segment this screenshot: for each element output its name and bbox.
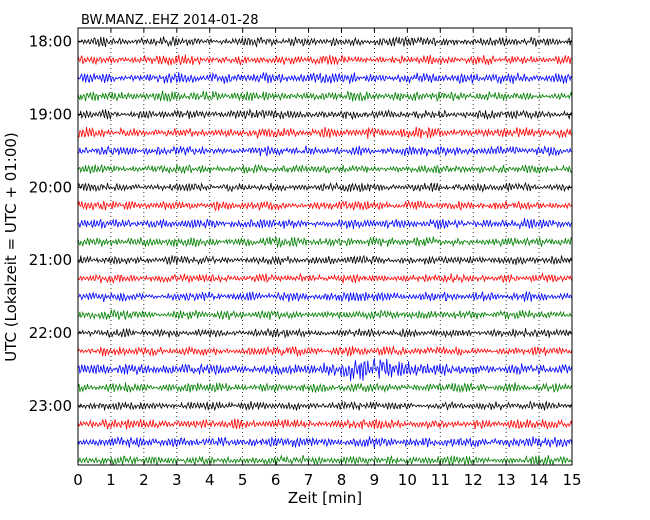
y-tick-label-18:00: 18:00	[29, 33, 72, 51]
trace-2015	[77, 199, 573, 212]
x-tick-label-13: 13	[497, 471, 516, 489]
y-tick-label-23:00: 23:00	[29, 397, 72, 415]
plot-frame	[77, 27, 573, 466]
x-tick-label-2: 2	[139, 471, 149, 489]
trace-2130	[77, 290, 573, 303]
x-tick-label-9: 9	[370, 471, 380, 489]
trace-2230	[77, 358, 573, 381]
trace-1900	[77, 108, 573, 121]
trace-2245	[77, 382, 573, 394]
trace-2330	[77, 435, 573, 448]
y-tick-label-20:00: 20:00	[29, 178, 72, 196]
x-tick-label-3: 3	[172, 471, 182, 489]
x-tick-label-4: 4	[205, 471, 215, 489]
trace-1800	[77, 36, 573, 48]
trace-1930	[77, 145, 573, 158]
trace-2115	[77, 272, 573, 285]
x-tick-label-15: 15	[562, 471, 581, 489]
trace-2030	[77, 218, 573, 230]
trace-2100	[77, 254, 573, 266]
trace-2045	[77, 236, 573, 248]
chart-title: BW.MANZ..EHZ 2014-01-28	[81, 13, 259, 28]
trace-2315	[77, 418, 573, 430]
trace-2200	[77, 327, 573, 339]
x-tick-label-11: 11	[431, 471, 450, 489]
trace-1845	[77, 90, 573, 103]
trace-1945	[77, 163, 573, 175]
x-tick-label-0: 0	[73, 471, 83, 489]
trace-2000	[77, 181, 573, 193]
y-axis-label: UTC (Lokalzeit = UTC + 01:00)	[2, 132, 20, 362]
trace-2215	[77, 345, 573, 357]
x-tick-label-7: 7	[304, 471, 314, 489]
y-tick-label-22:00: 22:00	[29, 324, 72, 342]
trace-1915	[77, 126, 573, 139]
grid-lines	[110, 28, 540, 465]
trace-2145	[77, 308, 573, 321]
x-tick-label-1: 1	[106, 471, 116, 489]
y-tick-label-21:00: 21:00	[29, 251, 72, 269]
trace-1830	[77, 71, 573, 85]
x-tick-label-6: 6	[271, 471, 281, 489]
x-tick-label-10: 10	[398, 471, 417, 489]
x-tick-label-8: 8	[337, 471, 347, 489]
traces	[77, 36, 573, 466]
trace-2300	[77, 400, 573, 412]
axis-ticks: 0 1 2 3 4 5 6 7 8 9 10 11 12 13 14 1518:0019:0020:0021:…	[29, 28, 582, 489]
x-tick-label-12: 12	[464, 471, 483, 489]
trace-2345	[77, 454, 573, 466]
x-tick-label-5: 5	[238, 471, 248, 489]
x-axis-label: Zeit [min]	[288, 489, 362, 507]
x-tick-label-14: 14	[530, 471, 549, 489]
y-tick-label-19:00: 19:00	[29, 105, 72, 123]
trace-1815	[77, 54, 573, 67]
